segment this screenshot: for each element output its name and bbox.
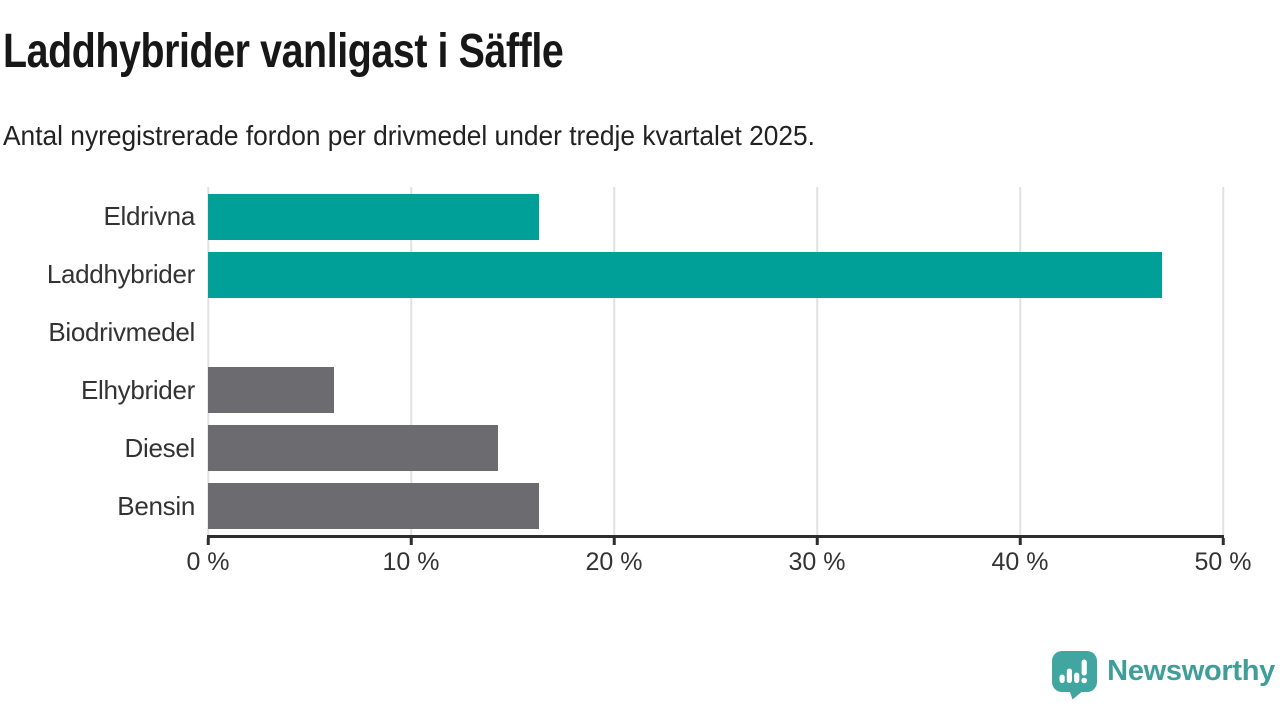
bar-row: Bensin (0, 477, 1223, 535)
tick-mark (612, 538, 616, 545)
gridline (816, 187, 818, 535)
x-tick-label: 40 % (991, 548, 1049, 576)
newsworthy-bubble-chart-icon (1052, 651, 1098, 700)
chart-title: Laddhybrider vanligast i Säffle (3, 25, 564, 78)
bar-track (208, 310, 1223, 356)
gridline (410, 187, 412, 535)
gridline (613, 187, 615, 535)
bar-row: Elhybrider (0, 361, 1223, 419)
bar-row: Eldrivna (0, 188, 1223, 246)
bar-row: Biodrivmedel (0, 304, 1223, 362)
gridline (1019, 187, 1021, 535)
bar-eldrivna (208, 193, 539, 240)
x-tick-label: 0 % (186, 548, 230, 576)
chart-subtitle: Antal nyregistrerade fordon per drivmede… (3, 120, 815, 151)
bar-rows: Eldrivna Laddhybrider Biodrivmedel Elhybrid… (0, 188, 1223, 535)
x-tick-label: 30 % (788, 548, 846, 576)
x-tick-label: 10 % (382, 548, 440, 576)
category-label: Eldrivna (103, 201, 195, 232)
gridline (1222, 187, 1224, 535)
bar-row: Diesel (0, 419, 1223, 477)
x-axis: 0 % 10 % 20 % 30 % 40 % 50 % (186, 538, 1251, 588)
x-tick-label: 50 % (1194, 548, 1252, 576)
bar-track (208, 425, 1223, 472)
bar-elhybrider (208, 367, 334, 414)
category-label: Elhybrider (80, 374, 195, 405)
gridlines (207, 187, 1224, 535)
category-label: Bensin (117, 490, 195, 521)
x-tick-label: 20 % (585, 548, 643, 576)
tick-mark (1221, 538, 1225, 545)
bar-track (208, 367, 1223, 414)
tick-mark (206, 538, 210, 545)
bar-track (208, 251, 1223, 298)
tick-mark (815, 538, 819, 545)
newsworthy-logo: Newsworthy (1051, 650, 1275, 700)
bar-track (208, 483, 1223, 530)
tick-mark (409, 538, 413, 545)
gridline (207, 187, 209, 535)
bar-bensin (208, 483, 539, 530)
bar-laddhybrider (208, 251, 1163, 298)
category-label: Biodrivmedel (48, 317, 195, 348)
bar-row: Laddhybrider (0, 246, 1223, 304)
brand-name: Newsworthy (1107, 655, 1275, 687)
bar-track (208, 193, 1223, 240)
x-axis-line (207, 535, 1224, 538)
bar-diesel (208, 425, 499, 472)
tick-mark (1018, 538, 1022, 545)
category-label: Diesel (124, 432, 196, 463)
category-label: Laddhybrider (46, 259, 195, 290)
